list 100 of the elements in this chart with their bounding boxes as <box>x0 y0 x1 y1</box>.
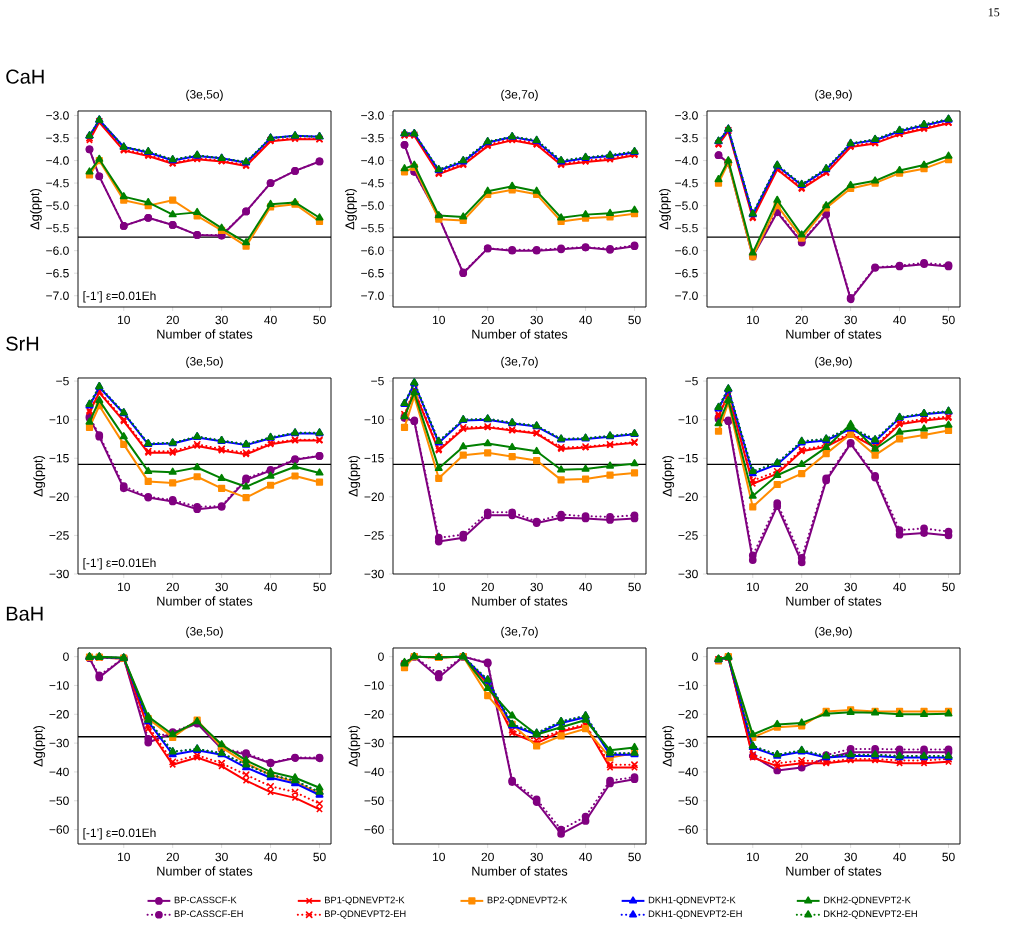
y-tick-label: −5.0 <box>675 201 698 210</box>
text: BaH <box>6 606 43 621</box>
y-tick-label: −3.5 <box>46 133 69 143</box>
y-axis-title: Δg(ppt) <box>662 726 675 767</box>
legend-label: BP-QDNEVPT2-EH <box>325 910 406 919</box>
y-tick-label: −4.0 <box>46 156 69 165</box>
chart-title: (3e,7o) <box>501 89 538 101</box>
x-tick-label: 40 <box>893 582 906 592</box>
y-tick-label: −20 <box>678 492 698 502</box>
x-axis-title: Number of states <box>786 866 882 876</box>
y-tick-label: −5.5 <box>675 223 698 233</box>
y-tick-label: 0 <box>63 652 69 661</box>
x-tick-label: 50 <box>313 852 326 862</box>
x-tick-label: 50 <box>628 582 641 592</box>
y-axis-title: Δg(ppt) <box>658 189 671 230</box>
x-tick-label: 40 <box>264 315 277 325</box>
x-tick-label: 40 <box>579 315 592 325</box>
y-tick-label: −50 <box>364 796 384 806</box>
x-axis-title: Number of states <box>786 329 882 339</box>
x-tick-label: 20 <box>481 582 494 592</box>
x-tick-label: 30 <box>844 315 857 325</box>
y-tick-label: −6.0 <box>675 246 698 255</box>
legend-label: DKH1-QDNEVPT2-K <box>648 896 736 905</box>
legend-label: DKH2-QDNEVPT2-K <box>824 896 911 905</box>
x-tick-label: 30 <box>844 582 857 592</box>
y-tick-label: −3.0 <box>675 111 698 120</box>
y-tick-label: −5.5 <box>361 223 384 233</box>
x-tick-label: 20 <box>795 852 808 862</box>
x-tick-label: 20 <box>166 315 179 325</box>
y-tick-label: −20 <box>49 710 69 719</box>
y-tick-label: −10 <box>364 415 384 424</box>
x-tick-label: 40 <box>893 315 906 325</box>
chart-title: (3e,9o) <box>815 89 852 101</box>
y-axis-title: Δg(ppt) <box>662 456 675 497</box>
text: SrH <box>6 336 39 351</box>
x-tick-label: 40 <box>264 852 277 862</box>
x-tick-label: 20 <box>166 852 179 862</box>
x-tick-label: 10 <box>433 315 445 325</box>
x-tick-label: 30 <box>530 315 543 325</box>
y-tick-label: −10 <box>364 681 384 690</box>
x-tick-label: 50 <box>942 582 955 592</box>
x-tick-label: 10 <box>433 852 445 862</box>
chart-title: (3e,7o) <box>501 356 538 368</box>
x-tick-label: 20 <box>795 582 808 592</box>
y-tick-label: −5.0 <box>46 201 69 210</box>
x-tick-label: 20 <box>481 852 494 862</box>
y-tick-label: −20 <box>364 710 384 719</box>
x-tick-label: 10 <box>433 582 445 592</box>
y-axis-title: Δg(ppt) <box>344 189 357 230</box>
y-tick-label: −4.5 <box>46 178 69 188</box>
legend-label: BP2-QDNEVPT2-K <box>487 896 568 905</box>
y-tick-label: −15 <box>678 454 698 463</box>
y-tick-label: −4.0 <box>675 156 698 165</box>
y-tick-label: −10 <box>49 415 69 424</box>
legend-label: BP1-QDNEVPT2-K <box>325 896 405 905</box>
x-tick-label: 10 <box>747 315 759 325</box>
y-axis-title: Δg(ppt) <box>33 456 46 497</box>
y-axis-title: Δg(ppt) <box>348 456 361 497</box>
chart-title: (3e,7o) <box>501 626 538 638</box>
y-axis-title: Δg(ppt) <box>33 726 46 767</box>
y-tick-label: −10 <box>49 681 69 690</box>
y-tick-label: −30 <box>678 738 698 748</box>
legend-label: BP-CASSCF-EH <box>174 910 243 918</box>
legend-label: BP-CASSCF-K <box>174 896 237 904</box>
x-axis-title: Number of states <box>157 866 253 876</box>
text: CaH <box>6 69 44 84</box>
y-tick-label: 0 <box>378 652 384 661</box>
y-tick-label: −4.5 <box>675 178 698 188</box>
y-tick-label: −6.5 <box>361 268 384 278</box>
x-tick-label: 20 <box>795 315 808 325</box>
y-tick-label: −40 <box>49 767 69 777</box>
y-tick-label: −6.0 <box>361 246 384 255</box>
y-tick-label: −20 <box>678 710 698 719</box>
y-tick-label: −3.0 <box>46 111 69 120</box>
x-tick-label: 40 <box>264 582 277 592</box>
x-tick-label: 50 <box>942 852 955 862</box>
y-tick-label: −4.0 <box>361 156 384 165</box>
y-tick-label: −25 <box>678 531 698 540</box>
x-tick-label: 40 <box>893 852 906 862</box>
y-tick-label: −3.5 <box>675 133 698 143</box>
y-tick-label: −15 <box>364 454 384 463</box>
x-tick-label: 10 <box>118 582 130 592</box>
x-tick-label: 30 <box>215 582 228 592</box>
x-tick-label: 20 <box>166 582 179 592</box>
chart-title: (3e,5o) <box>186 89 223 101</box>
y-tick-label: −5.0 <box>361 201 384 210</box>
chart-title: (3e,9o) <box>815 356 852 368</box>
x-tick-label: 30 <box>215 315 228 325</box>
y-tick-label: −25 <box>49 531 69 540</box>
x-tick-label: 30 <box>530 852 543 862</box>
annotation: [-1’] ε=0.01Eh <box>83 291 156 303</box>
y-tick-label: −60 <box>364 825 384 834</box>
y-tick-label: −7.0 <box>46 291 69 300</box>
x-tick-label: 30 <box>530 582 543 592</box>
y-tick-label: −60 <box>678 825 698 834</box>
x-axis-title: Number of states <box>157 329 253 339</box>
legend-label: DKH1-QDNEVPT2-EH <box>648 910 742 919</box>
x-tick-label: 40 <box>579 582 592 592</box>
y-tick-label: −10 <box>678 415 698 424</box>
y-tick-label: −30 <box>678 569 698 579</box>
